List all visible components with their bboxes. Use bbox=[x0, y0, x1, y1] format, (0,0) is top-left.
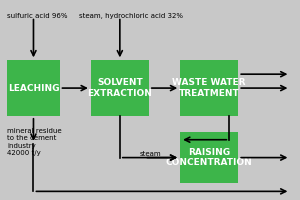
Bar bbox=[91, 60, 149, 116]
Text: LEACHING: LEACHING bbox=[8, 84, 59, 93]
Text: RAISING
CONCENTRATION: RAISING CONCENTRATION bbox=[166, 148, 253, 167]
Text: mineral residue
to the cement
industry
42000 t/y: mineral residue to the cement industry 4… bbox=[8, 128, 62, 156]
Bar bbox=[8, 60, 59, 116]
Text: steam, hydrochloric acid 32%: steam, hydrochloric acid 32% bbox=[79, 13, 183, 19]
Bar bbox=[180, 60, 238, 116]
Text: steam: steam bbox=[140, 151, 162, 157]
Bar bbox=[180, 132, 238, 183]
Text: SOLVENT
EXTRACTION: SOLVENT EXTRACTION bbox=[87, 78, 152, 98]
Text: WASTE WATER
TREATMENT: WASTE WATER TREATMENT bbox=[172, 78, 246, 98]
Text: sulfuric acid 96%: sulfuric acid 96% bbox=[8, 13, 68, 19]
